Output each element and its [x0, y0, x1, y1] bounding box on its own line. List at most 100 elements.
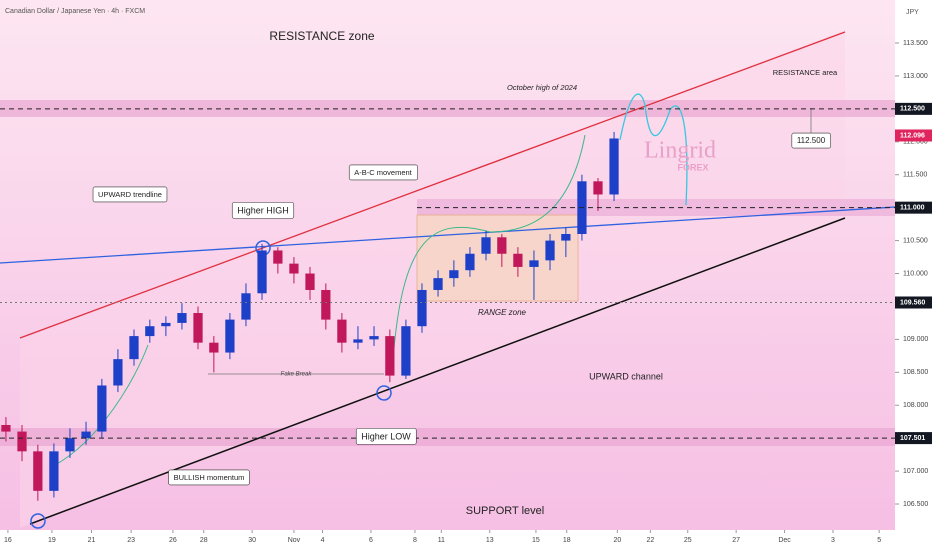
y-tick-label: 113.000 [903, 73, 928, 80]
level-label: 112.500 [900, 106, 925, 113]
candle-body [385, 336, 395, 376]
candle-body [113, 359, 123, 386]
candle-body [561, 234, 571, 241]
candle-body [417, 289, 427, 327]
y-tick-label: 110.500 [903, 237, 928, 244]
x-tick-label: 4 [321, 537, 325, 544]
chart-title: Canadian Dollar / Japanese Yen · 4h · FX… [5, 8, 145, 15]
annotation-box [168, 469, 250, 486]
x-tick-label: 19 [48, 537, 56, 544]
candle-body [273, 250, 283, 264]
y-tick-label: 108.500 [903, 369, 928, 376]
y-tick-label: 106.500 [903, 501, 928, 508]
x-tick-label: 16 [4, 537, 12, 544]
pivot-circle [30, 513, 46, 529]
level-label: 107.501 [900, 435, 925, 442]
y-tick-label: 110.000 [903, 270, 928, 277]
annotation-box [355, 428, 417, 445]
upper-channel-line [19, 31, 846, 339]
x-tick-label: Dec [778, 537, 791, 544]
annotation: RANGE zone [478, 308, 527, 317]
watermark: FOREX [677, 162, 708, 172]
annotation: Fake Break [281, 372, 313, 378]
candle-body [241, 293, 251, 320]
resistance-band [0, 100, 895, 117]
candle-body [337, 319, 347, 343]
x-tick-label: 26 [169, 537, 177, 544]
annotation: Higher HIGH [237, 205, 289, 215]
candle-body [465, 253, 475, 271]
x-tick-label: Nov [288, 537, 301, 544]
watermark: Lingrid [644, 138, 716, 164]
candle-body [193, 313, 203, 343]
annotation-box [791, 132, 832, 149]
candle-body [65, 438, 75, 452]
candle-body [177, 313, 187, 323]
x-tick-label: 30 [248, 537, 256, 544]
candle-body [305, 273, 315, 290]
y-tick-label: 108.000 [903, 402, 928, 409]
annotation-box [231, 202, 295, 219]
pivot-circle [376, 385, 392, 401]
annotation: BULLISH momentum [174, 473, 245, 482]
candle-body [369, 336, 379, 340]
annotation: A-B-C movement [354, 168, 412, 177]
level-badge [895, 432, 932, 445]
candle-body [593, 181, 603, 195]
lower-channel-line [29, 217, 846, 525]
y-axis-strip [895, 0, 932, 550]
annotation-box [92, 186, 168, 203]
level-badge [895, 296, 932, 309]
annotation: SUPPORT level [466, 505, 544, 517]
candle-body [209, 342, 219, 353]
x-tick-label: 18 [563, 537, 571, 544]
candle-body [225, 319, 235, 353]
candle-body [97, 385, 107, 432]
x-tick-label: 6 [369, 537, 373, 544]
y-tick-label: 111.500 [903, 172, 927, 179]
annotation: UPWARD channel [589, 371, 663, 381]
level-label: 109.560 [900, 299, 925, 306]
candle-body [17, 431, 27, 452]
x-tick-label: 3 [831, 537, 835, 544]
y-tick-label: 107.000 [903, 468, 928, 475]
candle-body [1, 424, 11, 432]
x-tick-label: 21 [88, 537, 96, 544]
level-badge [895, 201, 932, 214]
last-price-label: 112.096 [900, 132, 925, 139]
candle-body [33, 451, 43, 491]
candle-body [289, 263, 299, 274]
candle-body [81, 431, 91, 439]
x-tick-label: 11 [438, 537, 445, 544]
candle-body [49, 451, 59, 491]
x-tick-label: 22 [646, 537, 654, 544]
candle-body [161, 322, 171, 327]
candle-body [513, 253, 523, 267]
x-tick-label: 8 [413, 537, 417, 544]
x-tick-label: 23 [127, 537, 135, 544]
abc-arrow [391, 134, 586, 376]
x-axis-strip [0, 530, 895, 550]
level-label: 111.000 [900, 205, 925, 212]
annotation: Higher LOW [361, 431, 411, 441]
y-tick-label: 112.000 [903, 139, 928, 146]
x-tick-label: 13 [486, 537, 494, 544]
candle-body [401, 326, 411, 376]
annotation: October high of 2024 [507, 83, 577, 92]
annotation: RESISTANCE area [773, 68, 838, 77]
y-tick-label: 109.000 [903, 336, 928, 343]
x-tick-label: 5 [877, 537, 881, 544]
x-tick-label: 20 [613, 537, 621, 544]
x-tick-label: 25 [684, 537, 692, 544]
candle-body [481, 237, 491, 254]
annotation-box [348, 164, 418, 181]
x-tick-label: 28 [200, 537, 208, 544]
candle-body [609, 138, 619, 195]
candle-body [257, 250, 267, 294]
y-tick-label: 113.500 [903, 40, 928, 47]
candle-body [529, 260, 539, 267]
upward-trendline [0, 206, 896, 264]
last-price-badge [895, 129, 932, 142]
